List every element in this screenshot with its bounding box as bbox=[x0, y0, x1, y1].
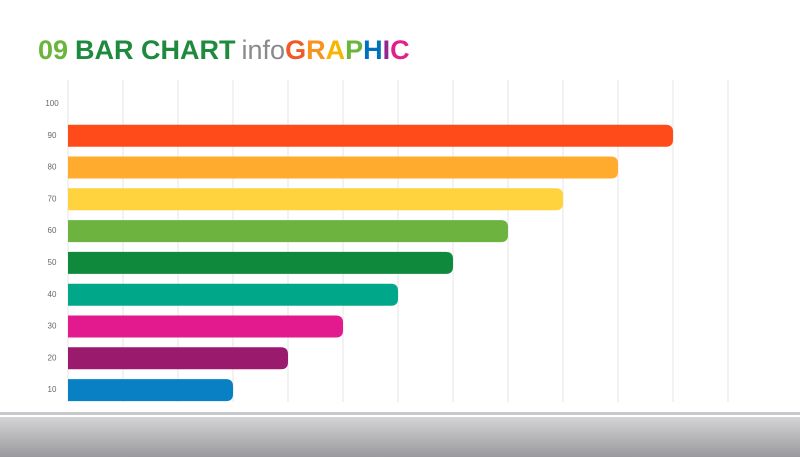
footer bbox=[0, 417, 800, 457]
bar bbox=[68, 251, 453, 274]
title-part: G bbox=[285, 35, 306, 65]
y-tick-label: 60 bbox=[48, 226, 57, 235]
bar bbox=[68, 124, 673, 147]
y-tick-label: 70 bbox=[48, 194, 57, 203]
bar bbox=[68, 315, 343, 338]
y-tick-label: 80 bbox=[48, 163, 57, 172]
y-tick-label: 10 bbox=[48, 385, 57, 394]
chart-title: 09 BAR CHART infoGRAPHIC bbox=[38, 35, 410, 65]
footer-line bbox=[0, 412, 800, 415]
bar bbox=[68, 379, 233, 402]
title-part: BAR CHART bbox=[75, 35, 236, 65]
title-part: P bbox=[345, 35, 363, 65]
title-part: I bbox=[383, 35, 391, 65]
y-tick-label: 90 bbox=[48, 131, 57, 140]
title-part: C bbox=[390, 35, 410, 65]
y-tick-label: 30 bbox=[48, 322, 57, 331]
title-part: info bbox=[242, 35, 286, 65]
bar bbox=[68, 156, 618, 179]
bar bbox=[68, 220, 508, 243]
y-tick-label: 100 bbox=[45, 99, 59, 108]
y-tick-label: 50 bbox=[48, 258, 57, 267]
bar bbox=[68, 347, 288, 370]
y-tick-label: 40 bbox=[48, 290, 57, 299]
title-part: R bbox=[306, 35, 326, 65]
title-part: H bbox=[363, 35, 383, 65]
bar bbox=[68, 283, 398, 306]
y-tick-label: 20 bbox=[48, 353, 57, 362]
bar bbox=[68, 188, 563, 211]
title-part: A bbox=[326, 35, 346, 65]
title-part: 09 bbox=[38, 35, 68, 65]
